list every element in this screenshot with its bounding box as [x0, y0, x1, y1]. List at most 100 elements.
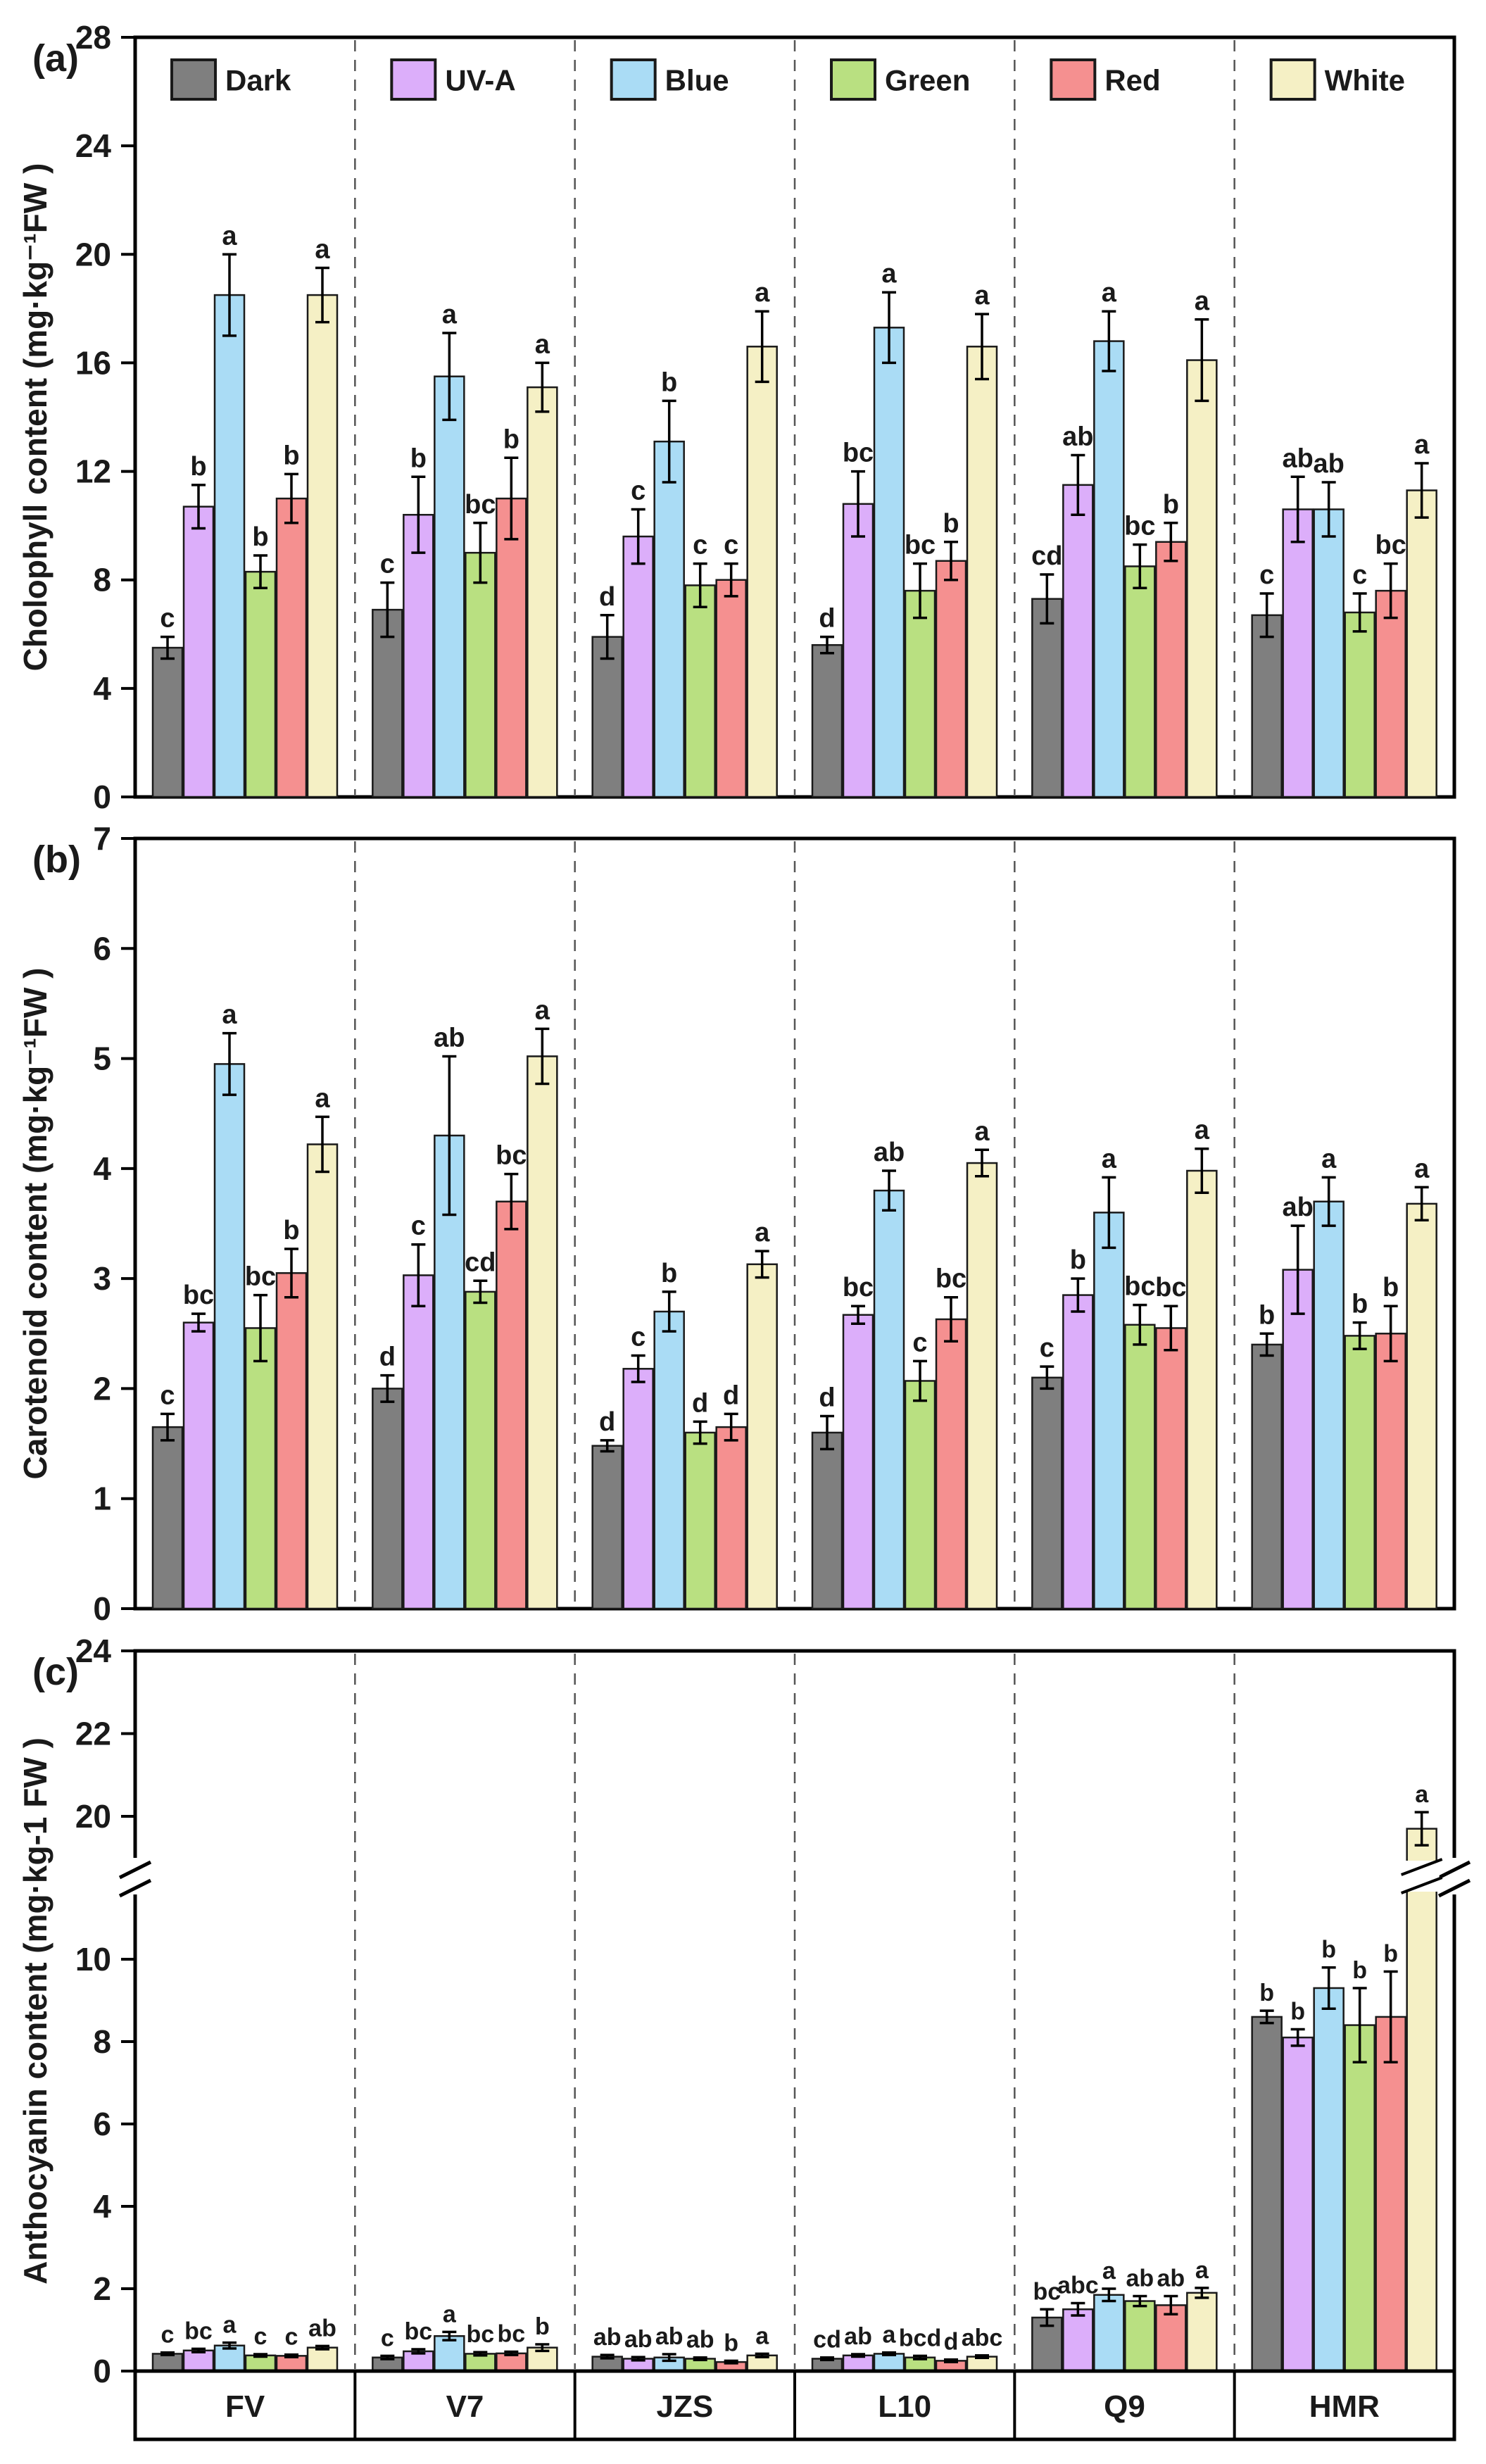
significance-letter: a: [222, 221, 237, 251]
bar-group-white-fv: a: [306, 235, 339, 798]
category-label-jzs: JZS: [656, 2389, 713, 2424]
significance-letter: a: [535, 995, 550, 1025]
significance-letter: c: [160, 1381, 175, 1410]
bar-group-red-q9: bc: [1155, 1273, 1187, 1610]
significance-letter: b: [503, 425, 520, 454]
significance-letter: bc: [466, 2321, 494, 2348]
y-tick-label: 4: [93, 1150, 111, 1187]
bar: [935, 560, 967, 798]
bar-group-white-v7: a: [527, 329, 558, 798]
y-tick-label: 6: [93, 930, 111, 967]
bar-group-white-jzs: a: [746, 278, 778, 798]
bar-group-white-q9: a: [1186, 2257, 1218, 2372]
bar: [811, 1431, 843, 1610]
bar: [1251, 1343, 1283, 1610]
significance-letter: d: [599, 1407, 615, 1437]
significance-letter: bc: [1155, 1273, 1186, 1302]
significance-letter: cd: [813, 2327, 841, 2353]
bar-group-blue-v7: ab: [434, 1023, 465, 1610]
bar: [1406, 489, 1437, 798]
significance-letter: b: [1352, 1290, 1368, 1319]
axis-break-left: [118, 1858, 152, 1898]
significance-letter: c: [693, 531, 707, 560]
bar-group-red-fv: c: [275, 2324, 308, 2372]
category-label-q9: Q9: [1104, 2389, 1145, 2424]
bar: [1375, 1333, 1406, 1610]
significance-letter: c: [161, 2322, 175, 2349]
bar-group-white-hmr: a: [1406, 1154, 1437, 1610]
bar-group-dark-hmr: b: [1251, 1300, 1283, 1610]
bar-group-white-l10: abc: [962, 2325, 1002, 2372]
bar: [182, 1321, 215, 1610]
bar-group-green-hmr: b: [1344, 1290, 1375, 1610]
bar: [1344, 611, 1375, 798]
bar: [527, 386, 558, 798]
bar-group-uv-a-l10: bc: [842, 439, 874, 798]
bar: [244, 1327, 277, 1610]
bar: [306, 1143, 339, 1610]
y-tick-label: 5: [93, 1041, 111, 1077]
significance-letter: b: [724, 2330, 738, 2356]
significance-letter: c: [631, 477, 646, 506]
significance-letter: c: [381, 2325, 394, 2351]
bar: [306, 294, 339, 798]
bar: [1282, 2036, 1314, 2372]
y-tick-label: 16: [75, 344, 111, 381]
category-label-fv: FV: [225, 2389, 265, 2424]
significance-letter: bc: [1375, 531, 1406, 560]
legend-item-green: Green: [830, 58, 970, 101]
bar: [403, 513, 434, 798]
bar-group-white-v7: b: [527, 2313, 558, 2372]
bar: [1031, 1376, 1063, 1610]
bar-group-white-v7: a: [527, 995, 558, 1610]
bar-group-blue-l10: a: [873, 259, 905, 798]
legend-swatch-white: [1269, 58, 1316, 101]
bar-group-dark-v7: c: [372, 2325, 403, 2372]
bar: [966, 346, 998, 798]
bar-break-hmr-white: [1400, 1858, 1443, 1894]
bar: [182, 2349, 215, 2372]
bar: [1282, 508, 1314, 798]
bar: [151, 2353, 184, 2372]
bar-group-dark-l10: d: [811, 1383, 843, 1610]
bar-group-green-hmr: b: [1344, 1957, 1375, 2372]
y-axis-title-a: Cholophyll content (mg·kg⁻¹FW ): [17, 163, 53, 672]
significance-letter: b: [1259, 1300, 1275, 1330]
y-tick-label: 3: [93, 1260, 111, 1297]
legend-label: Dark: [225, 64, 291, 97]
significance-letter: a: [443, 2301, 457, 2327]
panel-label-a: (a): [32, 37, 79, 80]
significance-letter: bc: [184, 2318, 213, 2344]
bar-group-uv-a-fv: bc: [182, 1281, 215, 1610]
bar-group-red-l10: d: [935, 2329, 967, 2372]
bar-group-green-jzs: d: [684, 1388, 716, 1610]
bar-group-green-q9: bc: [1124, 512, 1156, 798]
significance-letter: bc: [497, 2321, 525, 2348]
bar-group-white-q9: a: [1186, 287, 1218, 798]
bar: [372, 608, 403, 798]
bar-group-blue-q9: a: [1093, 1144, 1125, 1610]
bar-group-blue-fv: a: [213, 1000, 246, 1610]
y-tick-label: 22: [75, 1716, 111, 1752]
bar-group-white-jzs: a: [746, 1218, 778, 1610]
bar-group-red-q9: b: [1155, 490, 1187, 798]
bar-group-blue-v7: a: [434, 300, 465, 798]
panel-a: 0 4 8 12 16 20 24 28(a) Cholophyll content (mg·k…: [17, 19, 1456, 815]
significance-letter: a: [1414, 430, 1430, 460]
significance-letter: ab: [686, 2327, 714, 2353]
bar: [1124, 2300, 1156, 2372]
bar: [465, 1290, 496, 1610]
significance-letter: a: [881, 259, 897, 289]
legend-item-red: Red: [1050, 58, 1161, 101]
bar: [1344, 1335, 1375, 1610]
significance-letter: c: [1259, 560, 1274, 590]
bar-group-dark-jzs: d: [591, 582, 623, 798]
significance-letter: ab: [874, 1138, 905, 1167]
bar: [151, 646, 184, 798]
significance-letter: a: [1102, 1144, 1117, 1174]
bar: [275, 1272, 308, 1610]
significance-letter: a: [315, 235, 330, 265]
bar-group-blue-l10: ab: [873, 1138, 905, 1610]
bar: [842, 503, 874, 798]
